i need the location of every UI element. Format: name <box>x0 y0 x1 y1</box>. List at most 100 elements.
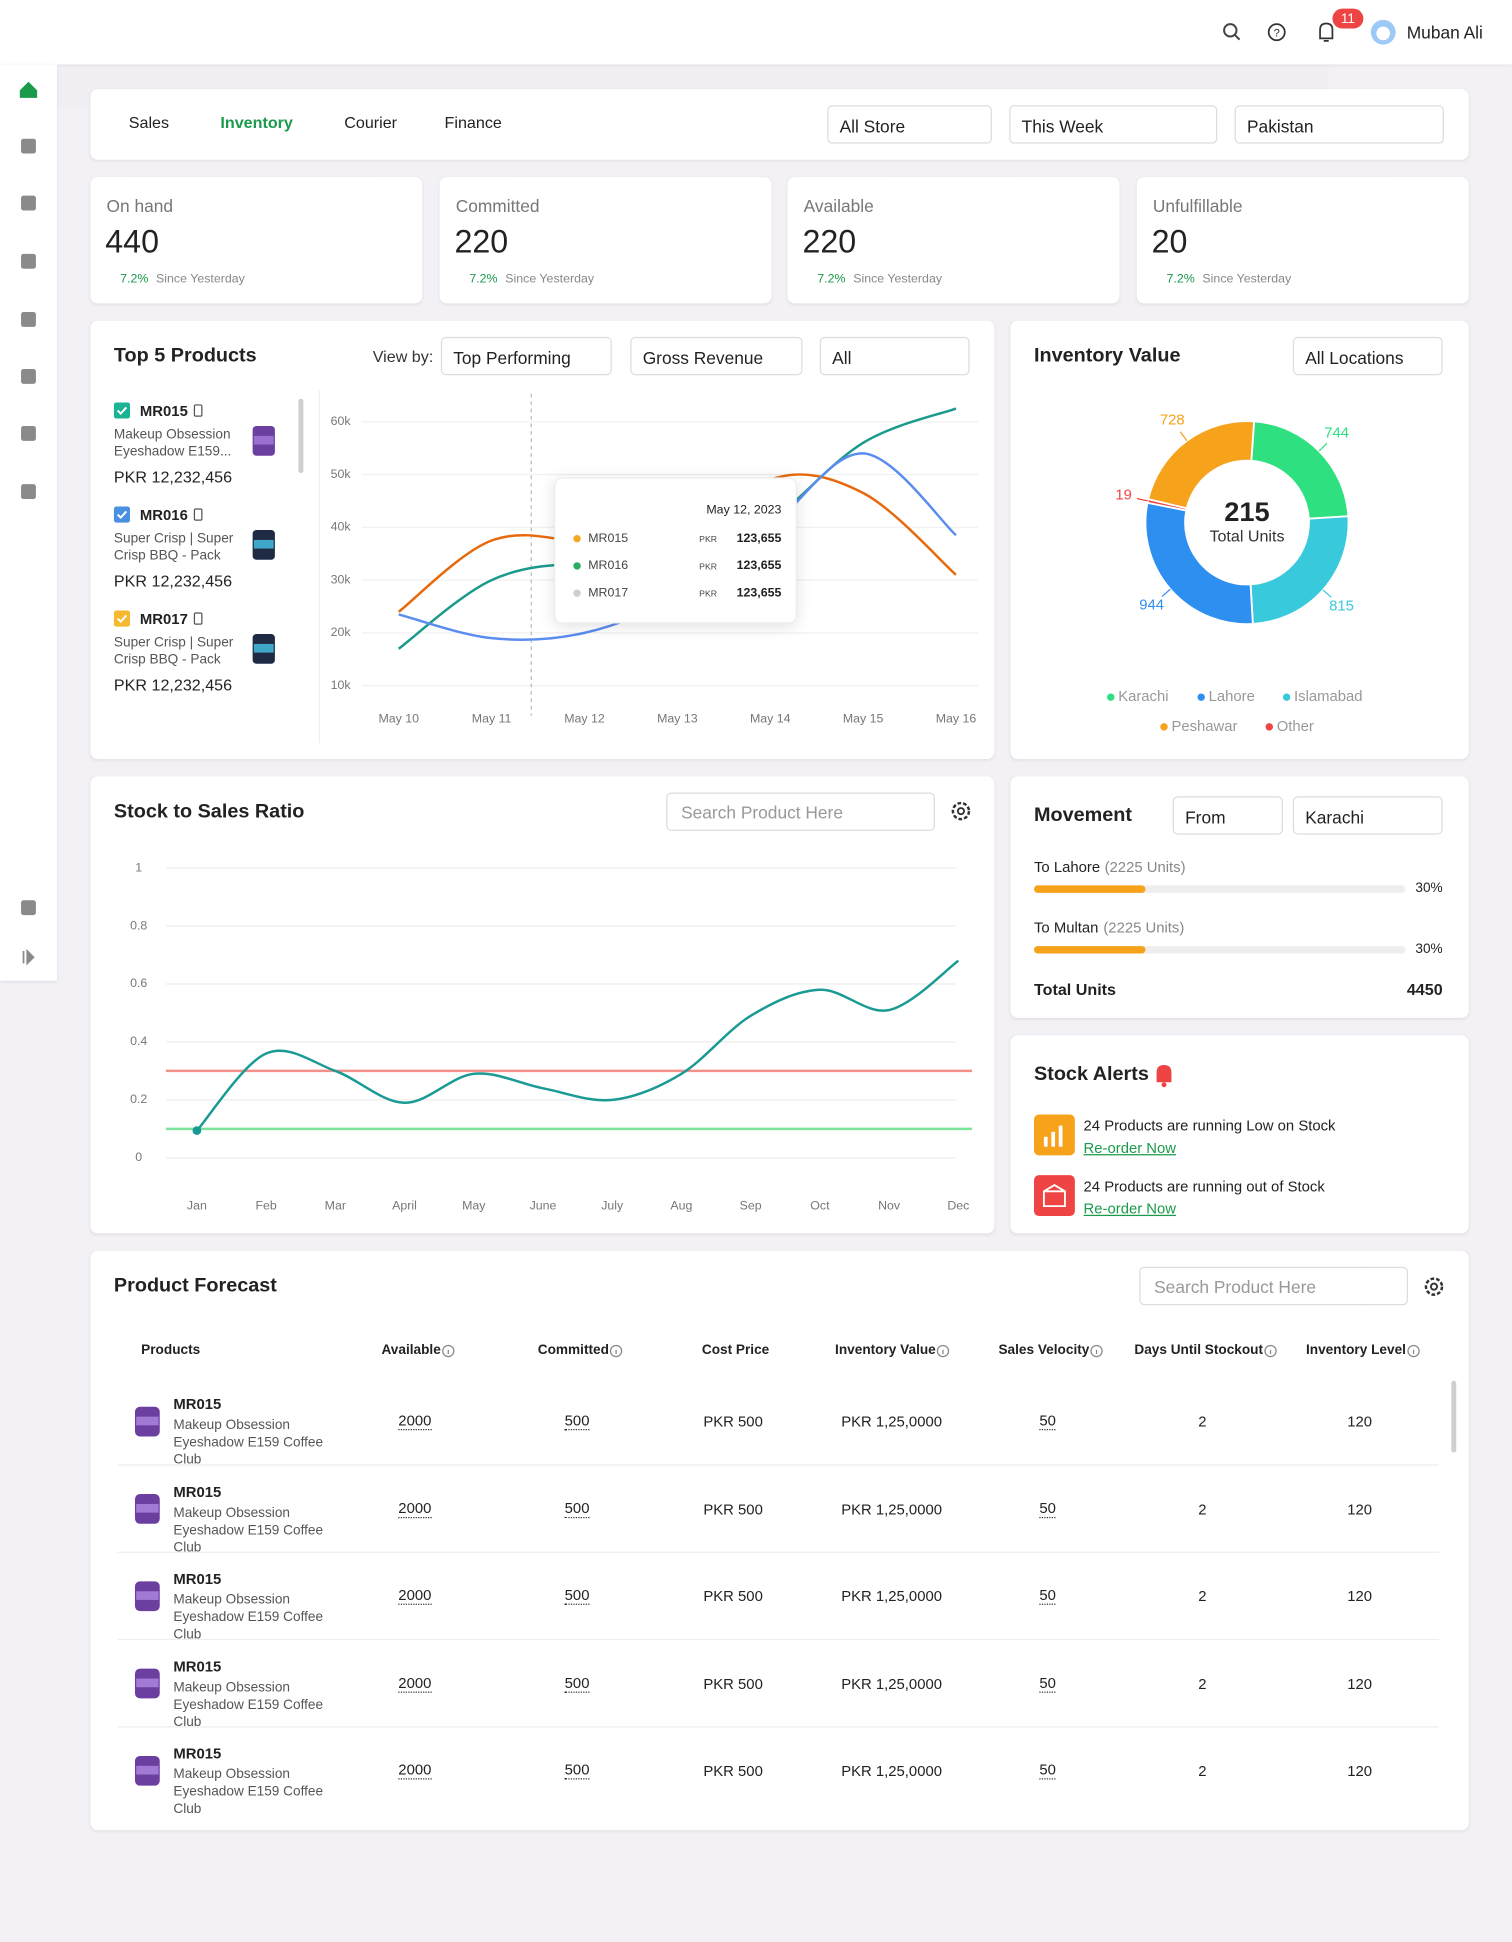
product-name: Makeup Obsession Eyeshadow E159 Coffee C… <box>173 1767 324 1817</box>
reorder-link[interactable]: Re-order Now <box>1083 1199 1177 1218</box>
kpi-label: On hand <box>106 195 174 216</box>
route-units: (2225 Units) <box>1104 858 1186 876</box>
route-label: To Multan <box>1034 918 1099 937</box>
kpi-card <box>439 177 772 304</box>
user-name: Muban Ali <box>1406 22 1483 43</box>
dropdown[interactable] <box>440 336 612 376</box>
dropdown-label: All <box>832 347 852 368</box>
card-title: Top 5 Products <box>113 345 257 367</box>
table-cell: 120 <box>1347 1412 1373 1431</box>
product-code: MR015 <box>173 1395 222 1413</box>
kpi-label: Unfulfillable <box>1152 195 1243 216</box>
card-title: Stock Alerts <box>1034 1063 1149 1085</box>
column-header: Committed <box>537 1342 609 1358</box>
table-cell: PKR 1,25,0000 <box>841 1674 943 1693</box>
route-units: (2225 Units) <box>1103 918 1185 937</box>
reorder-link[interactable]: Re-order Now <box>1083 1139 1177 1157</box>
dropdown[interactable] <box>1009 105 1218 144</box>
route-label: To Lahore <box>1034 858 1101 876</box>
table-cell: 2000 <box>398 1673 432 1693</box>
table-cell: 500 <box>564 1673 590 1693</box>
product-name: Makeup Obsession Eyeshadow E159 Coffee C… <box>173 1505 324 1555</box>
column-header: Products <box>141 1342 201 1358</box>
table-cell: 500 <box>564 1586 590 1605</box>
search-box[interactable] <box>1139 1266 1408 1306</box>
total-label: Total Units <box>1034 980 1116 999</box>
kpi-change: 7.2% <box>469 272 498 287</box>
top-bar <box>0 0 1512 65</box>
table-cell: 120 <box>1347 1674 1373 1693</box>
product-code: MR015 <box>173 1482 222 1501</box>
table-cell: 2 <box>1198 1762 1207 1780</box>
dropdown-label: This Week <box>1021 115 1104 136</box>
route-percent: 30% <box>1415 881 1443 896</box>
kpi-label: Committed <box>455 195 540 216</box>
card-title: Movement <box>1034 804 1132 826</box>
kpi-value: 20 <box>1151 222 1188 261</box>
kpi-value: 220 <box>802 222 857 261</box>
tab[interactable]: Inventory <box>220 113 293 132</box>
kpi-note: Since Yesterday <box>853 272 943 287</box>
table-cell: 120 <box>1347 1500 1373 1518</box>
kpi-note: Since Yesterday <box>156 272 245 287</box>
kpi-note: Since Yesterday <box>1202 272 1292 287</box>
product-name: Super Crisp | Super Crisp BBQ - Pack of.… <box>113 531 234 564</box>
forecast-card <box>90 1250 1469 1831</box>
search-box[interactable] <box>666 792 935 831</box>
total-value: 4450 <box>1406 980 1443 999</box>
column-header: Cost Price <box>701 1342 770 1358</box>
table-cell: PKR 1,25,0000 <box>841 1587 943 1605</box>
tab[interactable]: Sales <box>128 113 170 132</box>
card-title: Stock to Sales Ratio <box>113 801 305 823</box>
alert-text: 24 Products are running Low on Stock <box>1083 1116 1336 1135</box>
table-cell: 120 <box>1347 1587 1373 1605</box>
product-code: MR015 <box>139 402 188 420</box>
table-cell: PKR 1,25,0000 <box>841 1762 943 1780</box>
kpi-value: 440 <box>105 222 159 261</box>
search-placeholder: Search Product Here <box>681 802 843 823</box>
dropdown[interactable] <box>630 336 803 376</box>
table-cell: 2 <box>1198 1587 1207 1605</box>
dropdown[interactable] <box>1292 796 1443 835</box>
table-cell: 2000 <box>398 1586 432 1605</box>
dropdown[interactable] <box>827 105 992 144</box>
column-header: Inventory Level <box>1306 1342 1406 1358</box>
dropdown[interactable] <box>1234 105 1444 144</box>
card-title: Product Forecast <box>113 1275 277 1297</box>
stock-alerts-card <box>1010 1035 1469 1234</box>
dropdown[interactable] <box>819 336 970 376</box>
dropdown-label: Karachi <box>1305 806 1364 827</box>
alert-text: 24 Products are running out of Stock <box>1083 1177 1325 1195</box>
product-price: PKR 12,232,456 <box>113 571 233 591</box>
table-cell: 50 <box>1039 1498 1056 1518</box>
table-cell: 2 <box>1198 1412 1207 1431</box>
tab[interactable]: Finance <box>444 113 502 132</box>
kpi-card <box>1136 177 1469 304</box>
search-placeholder: Search Product Here <box>1154 1276 1317 1297</box>
table-cell: 500 <box>564 1411 590 1431</box>
dropdown[interactable] <box>1172 796 1283 835</box>
table-cell: PKR 500 <box>703 1674 763 1693</box>
kpi-change: 7.2% <box>1166 272 1195 287</box>
table-cell: 2000 <box>398 1760 432 1780</box>
product-code: MR015 <box>173 1744 222 1763</box>
table-cell: 50 <box>1039 1411 1056 1431</box>
product-code: MR017 <box>139 610 188 628</box>
card-title: Inventory Value <box>1034 345 1181 367</box>
tab[interactable]: Courier <box>344 113 398 132</box>
kpi-label: Available <box>803 195 874 216</box>
inventory-value-card <box>1010 320 1469 760</box>
dropdown-label: All Locations <box>1305 347 1404 368</box>
table-cell: 2000 <box>398 1411 432 1431</box>
table-cell: PKR 500 <box>703 1587 763 1605</box>
stock-sales-card <box>90 776 995 1234</box>
dropdown[interactable] <box>1292 336 1443 376</box>
table-cell: 500 <box>564 1760 590 1780</box>
product-code: MR015 <box>173 1657 222 1675</box>
kpi-note: Since Yesterday <box>505 272 595 287</box>
column-header: Inventory Value <box>835 1342 936 1358</box>
kpi-change: 7.2% <box>120 272 149 287</box>
table-cell: PKR 1,25,0000 <box>841 1500 943 1518</box>
table-cell: 50 <box>1039 1586 1056 1605</box>
kpi-card <box>90 177 423 304</box>
